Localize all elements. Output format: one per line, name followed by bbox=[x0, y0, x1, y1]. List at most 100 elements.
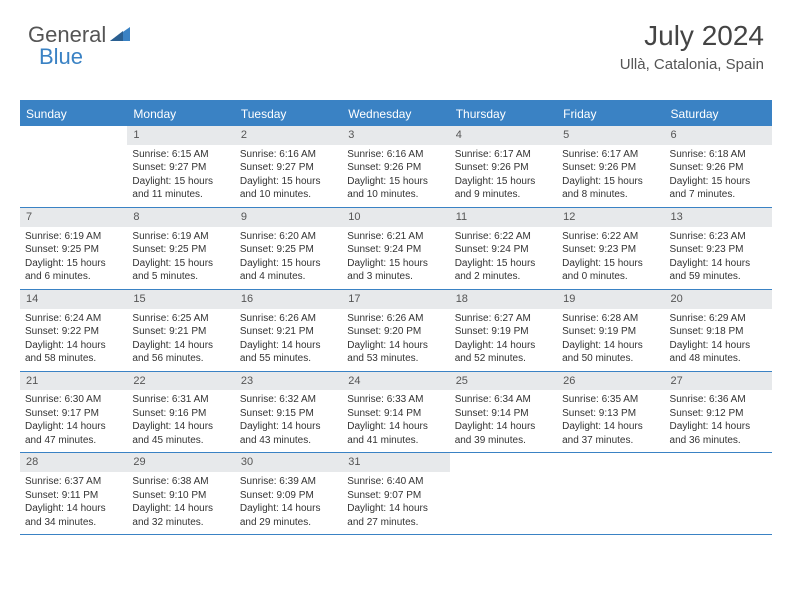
day-number: 17 bbox=[342, 290, 449, 309]
sunset-text: Sunset: 9:13 PM bbox=[562, 407, 659, 421]
weekday-header-row: SundayMondayTuesdayWednesdayThursdayFrid… bbox=[20, 102, 772, 126]
day-number: 20 bbox=[665, 290, 772, 309]
sunrise-text: Sunrise: 6:28 AM bbox=[562, 312, 659, 326]
calendar-cell: 6Sunrise: 6:18 AMSunset: 9:26 PMDaylight… bbox=[665, 126, 772, 207]
day-number: 26 bbox=[557, 372, 664, 391]
daylight-text: Daylight: 14 hours and 45 minutes. bbox=[132, 420, 229, 447]
calendar-cell: 23Sunrise: 6:32 AMSunset: 9:15 PMDayligh… bbox=[235, 372, 342, 453]
sunrise-text: Sunrise: 6:30 AM bbox=[25, 393, 122, 407]
sunrise-text: Sunrise: 6:29 AM bbox=[670, 312, 767, 326]
logo-text-blue-wrap: Blue bbox=[39, 44, 83, 70]
day-number: 31 bbox=[342, 453, 449, 472]
sunrise-text: Sunrise: 6:19 AM bbox=[132, 230, 229, 244]
calendar-cell: 20 Sunrise: 6:29 AMSunset: 9:18 PMDayligh… bbox=[665, 290, 772, 371]
calendar-week: 1Sunrise: 6:15 AMSunset: 9:27 PMDaylight… bbox=[20, 126, 772, 208]
daylight-text: Daylight: 14 hours and 27 minutes. bbox=[347, 502, 444, 529]
sunset-text: Sunset: 9:24 PM bbox=[455, 243, 552, 257]
weekday-header: Friday bbox=[557, 102, 664, 126]
sunset-text: Sunset: 9:15 PM bbox=[240, 407, 337, 421]
sunrise-text: Sunrise: 6:19 AM bbox=[25, 230, 122, 244]
header: July 2024 Ullà, Catalonia, Spain bbox=[620, 20, 764, 73]
day-details: Sunrise: 6:35 AMSunset: 9:13 PMDaylight:… bbox=[557, 390, 664, 452]
day-details: Sunrise: 6:27 AMSunset: 9:19 PMDaylight:… bbox=[450, 309, 557, 371]
sunrise-text: Sunrise: 6:24 AM bbox=[25, 312, 122, 326]
sunset-text: Sunset: 9:19 PM bbox=[562, 325, 659, 339]
sunset-text: Sunset: 9:20 PM bbox=[347, 325, 444, 339]
day-number: 5 bbox=[557, 126, 664, 145]
calendar-cell: 3Sunrise: 6:16 AMSunset: 9:26 PMDaylight… bbox=[342, 126, 449, 207]
daylight-text: Daylight: 14 hours and 48 minutes. bbox=[670, 339, 767, 366]
day-number: 14 bbox=[20, 290, 127, 309]
daylight-text: Daylight: 14 hours and 37 minutes. bbox=[562, 420, 659, 447]
logo-triangle-icon bbox=[110, 25, 130, 46]
weekday-header: Wednesday bbox=[342, 102, 449, 126]
calendar: SundayMondayTuesdayWednesdayThursdayFrid… bbox=[20, 100, 772, 535]
calendar-cell: 12Sunrise: 6:22 AMSunset: 9:23 PMDayligh… bbox=[557, 208, 664, 289]
sunset-text: Sunset: 9:26 PM bbox=[562, 161, 659, 175]
daylight-text: Daylight: 14 hours and 32 minutes. bbox=[132, 502, 229, 529]
sunset-text: Sunset: 9:16 PM bbox=[132, 407, 229, 421]
calendar-cell bbox=[557, 453, 664, 534]
day-number: 18 bbox=[450, 290, 557, 309]
day-number: 6 bbox=[665, 126, 772, 145]
daylight-text: Daylight: 14 hours and 53 minutes. bbox=[347, 339, 444, 366]
day-details: Sunrise: 6:23 AMSunset: 9:23 PMDaylight:… bbox=[665, 227, 772, 289]
calendar-cell: 29Sunrise: 6:38 AMSunset: 9:10 PMDayligh… bbox=[127, 453, 234, 534]
day-number: 13 bbox=[665, 208, 772, 227]
sunset-text: Sunset: 9:11 PM bbox=[25, 489, 122, 503]
sunrise-text: Sunrise: 6:37 AM bbox=[25, 475, 122, 489]
sunrise-text: Sunrise: 6:15 AM bbox=[132, 148, 229, 162]
sunset-text: Sunset: 9:18 PM bbox=[670, 325, 767, 339]
day-details: Sunrise: 6:33 AMSunset: 9:14 PMDaylight:… bbox=[342, 390, 449, 452]
sunrise-text: Sunrise: 6:38 AM bbox=[132, 475, 229, 489]
calendar-cell: 5 Sunrise: 6:17 AMSunset: 9:26 PMDaylight… bbox=[557, 126, 664, 207]
daylight-text: Daylight: 15 hours and 10 minutes. bbox=[347, 175, 444, 202]
sunset-text: Sunset: 9:22 PM bbox=[25, 325, 122, 339]
daylight-text: Daylight: 14 hours and 36 minutes. bbox=[670, 420, 767, 447]
calendar-cell: 31Sunrise: 6:40 AMSunset: 9:07 PMDayligh… bbox=[342, 453, 449, 534]
day-details: Sunrise: 6:32 AMSunset: 9:15 PMDaylight:… bbox=[235, 390, 342, 452]
sunset-text: Sunset: 9:25 PM bbox=[25, 243, 122, 257]
sunrise-text: Sunrise: 6:20 AM bbox=[240, 230, 337, 244]
day-number: 7 bbox=[20, 208, 127, 227]
daylight-text: Daylight: 14 hours and 47 minutes. bbox=[25, 420, 122, 447]
day-details: Sunrise: 6:17 AMSunset: 9:26 PMDaylight:… bbox=[450, 145, 557, 207]
sunset-text: Sunset: 9:26 PM bbox=[347, 161, 444, 175]
sunrise-text: Sunrise: 6:40 AM bbox=[347, 475, 444, 489]
day-details: Sunrise: 6:26 AMSunset: 9:21 PMDaylight:… bbox=[235, 309, 342, 371]
sunrise-text: Sunrise: 6:35 AM bbox=[562, 393, 659, 407]
weekday-header: Saturday bbox=[665, 102, 772, 126]
day-number: 23 bbox=[235, 372, 342, 391]
day-number: 1 bbox=[127, 126, 234, 145]
day-number: 9 bbox=[235, 208, 342, 227]
daylight-text: Daylight: 14 hours and 52 minutes. bbox=[455, 339, 552, 366]
day-details: Sunrise: 6:38 AMSunset: 9:10 PMDaylight:… bbox=[127, 472, 234, 534]
day-details: Sunrise: 6:30 AMSunset: 9:17 PMDaylight:… bbox=[20, 390, 127, 452]
daylight-text: Daylight: 14 hours and 56 minutes. bbox=[132, 339, 229, 366]
day-number: 11 bbox=[450, 208, 557, 227]
daylight-text: Daylight: 15 hours and 6 minutes. bbox=[25, 257, 122, 284]
day-number: 4 bbox=[450, 126, 557, 145]
calendar-cell bbox=[20, 126, 127, 207]
sunrise-text: Sunrise: 6:17 AM bbox=[562, 148, 659, 162]
day-details: Sunrise: 6:28 AMSunset: 9:19 PMDaylight:… bbox=[557, 309, 664, 371]
day-details: Sunrise: 6:18 AMSunset: 9:26 PMDaylight:… bbox=[665, 145, 772, 207]
calendar-cell: 16Sunrise: 6:26 AMSunset: 9:21 PMDayligh… bbox=[235, 290, 342, 371]
sunset-text: Sunset: 9:23 PM bbox=[562, 243, 659, 257]
day-number: 24 bbox=[342, 372, 449, 391]
calendar-cell: 18Sunrise: 6:27 AMSunset: 9:19 PMDayligh… bbox=[450, 290, 557, 371]
daylight-text: Daylight: 15 hours and 2 minutes. bbox=[455, 257, 552, 284]
daylight-text: Daylight: 15 hours and 8 minutes. bbox=[562, 175, 659, 202]
sunset-text: Sunset: 9:21 PM bbox=[132, 325, 229, 339]
sunset-text: Sunset: 9:14 PM bbox=[347, 407, 444, 421]
sunrise-text: Sunrise: 6:21 AM bbox=[347, 230, 444, 244]
day-details: Sunrise: 6:31 AMSunset: 9:16 PMDaylight:… bbox=[127, 390, 234, 452]
calendar-cell: 19Sunrise: 6:28 AMSunset: 9:19 PMDayligh… bbox=[557, 290, 664, 371]
daylight-text: Daylight: 14 hours and 43 minutes. bbox=[240, 420, 337, 447]
calendar-cell: 7 Sunrise: 6:19 AMSunset: 9:25 PMDaylight… bbox=[20, 208, 127, 289]
sunrise-text: Sunrise: 6:34 AM bbox=[455, 393, 552, 407]
day-details: Sunrise: 6:20 AMSunset: 9:25 PMDaylight:… bbox=[235, 227, 342, 289]
daylight-text: Daylight: 14 hours and 41 minutes. bbox=[347, 420, 444, 447]
day-number: 8 bbox=[127, 208, 234, 227]
calendar-cell: 13Sunrise: 6:23 AMSunset: 9:23 PMDayligh… bbox=[665, 208, 772, 289]
